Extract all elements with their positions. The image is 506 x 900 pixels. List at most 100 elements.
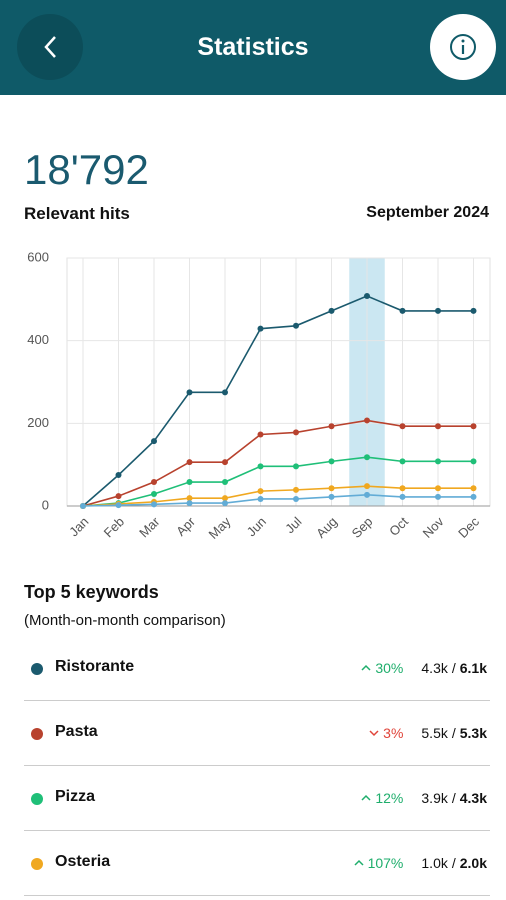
data-point <box>328 458 335 465</box>
data-point <box>328 485 335 492</box>
data-point <box>257 463 264 470</box>
keyword-row: Pasta 3% 5.5k/5.3k <box>24 701 490 766</box>
y-tick-label: 600 <box>27 249 49 264</box>
keyword-stats: 3% 5.5k/5.3k <box>369 725 487 741</box>
change-icon <box>369 730 379 737</box>
data-point <box>222 479 228 486</box>
keyword-stats: 107% 1.0k/2.0k <box>354 855 487 871</box>
data-point <box>293 486 299 493</box>
data-point <box>435 493 441 500</box>
keyword-name: Pasta <box>55 723 98 740</box>
keyword-dot <box>31 663 43 675</box>
info-icon-dot <box>461 39 465 43</box>
data-point <box>257 488 264 495</box>
keywords-subtitle: (Month-on-month comparison) <box>24 612 226 629</box>
x-tick-label: Jun <box>244 514 269 539</box>
change-value: 12% <box>375 790 404 806</box>
data-point <box>364 293 370 300</box>
previous-value: 5.5k <box>421 725 448 741</box>
data-point <box>399 423 406 430</box>
keyword-name: Pizza <box>55 788 96 805</box>
data-point <box>115 493 122 500</box>
info-icon <box>450 34 476 60</box>
chevron <box>369 730 379 737</box>
keyword-row: Pizza 12% 3.9k/4.3k <box>24 766 490 831</box>
keyword-change: 107% <box>354 855 404 871</box>
keyword-stats: 30% 4.3k/6.1k <box>361 660 487 676</box>
previous-value: 4.3k <box>421 660 448 676</box>
series-line <box>82 456 474 507</box>
change-icon <box>354 859 364 866</box>
back-button[interactable] <box>17 14 83 80</box>
x-tick-label: Oct <box>386 514 411 539</box>
data-point <box>470 485 477 492</box>
data-point <box>435 485 441 492</box>
x-tick-label: Nov <box>420 514 447 541</box>
data-point <box>293 495 299 502</box>
data-point <box>399 485 406 492</box>
data-point <box>435 423 441 430</box>
data-point <box>186 495 193 502</box>
keyword-row: Osteria 107% 1.0k/2.0k <box>24 831 490 896</box>
change-value: 107% <box>367 855 404 871</box>
data-point <box>151 501 157 508</box>
data-point <box>257 431 264 438</box>
series-line <box>82 295 474 507</box>
previous-value: 1.0k <box>421 855 448 871</box>
data-point <box>364 454 370 461</box>
data-point <box>364 417 370 424</box>
change-icon <box>361 794 371 801</box>
data-point <box>80 503 86 509</box>
keyword-row: Ristorante 30% 4.3k/6.1k <box>24 636 490 701</box>
total-label: Relevant hits <box>24 204 130 223</box>
x-tick-label: Mar <box>136 513 163 540</box>
data-point <box>293 463 299 470</box>
data-point <box>399 458 406 465</box>
current-value: 4.3k <box>459 790 487 806</box>
total-hits: 18'792 <box>24 146 149 193</box>
separator: / <box>451 725 456 741</box>
x-tick-label: Sep <box>349 514 376 541</box>
data-point <box>328 423 335 430</box>
data-point <box>186 459 193 466</box>
x-tick-label: Aug <box>313 514 340 541</box>
data-point <box>222 389 228 396</box>
y-tick-label: 400 <box>27 332 49 347</box>
data-point <box>435 307 441 314</box>
data-point <box>435 458 441 465</box>
data-point <box>328 493 335 500</box>
data-point <box>186 500 193 507</box>
data-point <box>470 307 477 314</box>
data-point <box>257 495 264 502</box>
chevron <box>361 664 371 671</box>
period: September 2024 <box>366 204 489 221</box>
current-value: 2.0k <box>459 855 487 871</box>
x-tick-label: Dec <box>455 514 482 541</box>
data-point <box>364 491 370 498</box>
keyword-change: 30% <box>361 660 403 676</box>
change-icon <box>361 664 371 671</box>
data-point <box>293 429 299 436</box>
current-value: 5.3k <box>459 725 487 741</box>
data-point <box>186 479 193 486</box>
series-line <box>82 419 474 507</box>
data-point <box>115 502 122 509</box>
keyword-name: Osteria <box>55 853 111 870</box>
plot-background <box>66 257 491 507</box>
series-line <box>82 485 474 507</box>
keyword-stats: 12% 3.9k/4.3k <box>361 790 487 806</box>
header-title: Statistics <box>197 33 309 61</box>
chevron <box>354 859 364 866</box>
keywords-title: Top 5 keywords <box>24 582 159 602</box>
header: Statistics <box>0 0 506 95</box>
keyword-dot <box>31 793 43 805</box>
data-point <box>222 495 228 502</box>
data-point <box>470 493 477 500</box>
data-point <box>151 438 157 445</box>
back-icon <box>44 36 56 58</box>
data-point <box>399 493 406 500</box>
series-line <box>82 494 474 507</box>
keyword-dot <box>31 858 43 870</box>
chevron <box>361 794 371 801</box>
x-tick-label: May <box>206 514 234 542</box>
